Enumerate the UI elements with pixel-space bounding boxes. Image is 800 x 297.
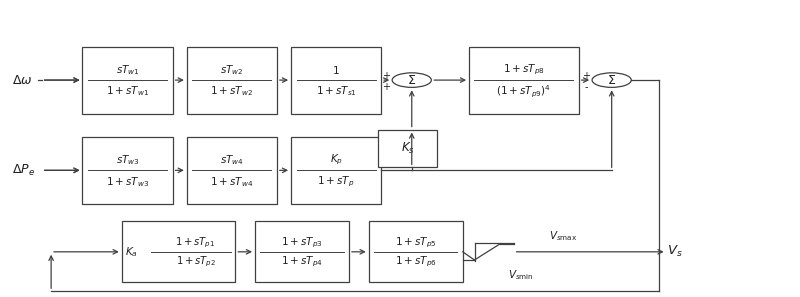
Bar xyxy=(469,47,578,113)
Text: +: + xyxy=(382,71,390,81)
Text: +: + xyxy=(382,82,390,92)
Text: $K_p$: $K_p$ xyxy=(330,153,342,168)
Text: $1+sT_{p8}$: $1+sT_{p8}$ xyxy=(503,63,545,77)
Text: $1+sT_{w2}$: $1+sT_{w2}$ xyxy=(210,85,254,98)
Bar xyxy=(82,47,173,113)
Bar xyxy=(186,137,277,204)
Bar xyxy=(122,221,235,282)
Bar xyxy=(255,221,349,282)
Text: $\Delta\omega$: $\Delta\omega$ xyxy=(12,74,32,87)
Text: $1+sT_{p1}$: $1+sT_{p1}$ xyxy=(175,236,216,250)
Text: $K_s$: $K_s$ xyxy=(401,141,414,156)
Text: $(1+sT_{p9})^4$: $(1+sT_{p9})^4$ xyxy=(496,83,551,99)
Text: $1+sT_p$: $1+sT_p$ xyxy=(318,175,354,189)
Text: $\Sigma$: $\Sigma$ xyxy=(607,74,616,87)
Text: $sT_{w3}$: $sT_{w3}$ xyxy=(116,153,139,167)
Text: $V_s$: $V_s$ xyxy=(666,244,682,258)
Bar xyxy=(291,47,381,113)
Bar xyxy=(378,129,437,168)
Bar xyxy=(291,137,381,204)
Text: $K_a$: $K_a$ xyxy=(126,245,138,259)
Text: $1+sT_{w4}$: $1+sT_{w4}$ xyxy=(210,175,254,189)
Text: $1+sT_{w1}$: $1+sT_{w1}$ xyxy=(106,85,149,98)
Bar xyxy=(369,221,462,282)
Text: $V_{s\rm min}$: $V_{s\rm min}$ xyxy=(508,268,534,282)
Text: $sT_{w1}$: $sT_{w1}$ xyxy=(116,63,139,77)
Text: $\Delta P_e$: $\Delta P_e$ xyxy=(12,163,35,178)
Text: $sT_{w2}$: $sT_{w2}$ xyxy=(220,63,243,77)
Text: $1$: $1$ xyxy=(332,64,340,76)
Text: $1+sT_{p6}$: $1+sT_{p6}$ xyxy=(394,255,437,269)
Text: $1+sT_{w3}$: $1+sT_{w3}$ xyxy=(106,175,149,189)
Text: $1+sT_{p2}$: $1+sT_{p2}$ xyxy=(175,255,216,269)
Text: $1+sT_{p5}$: $1+sT_{p5}$ xyxy=(395,236,437,250)
Text: +: + xyxy=(582,71,590,81)
Bar xyxy=(82,137,173,204)
Bar xyxy=(186,47,277,113)
Text: $1+sT_{p3}$: $1+sT_{p3}$ xyxy=(281,236,323,250)
Text: $1+sT_{s1}$: $1+sT_{s1}$ xyxy=(316,85,357,98)
Text: $sT_{w4}$: $sT_{w4}$ xyxy=(220,153,244,167)
Text: $\Sigma$: $\Sigma$ xyxy=(407,74,416,87)
Text: $1+sT_{p4}$: $1+sT_{p4}$ xyxy=(281,255,323,269)
Text: $V_{s\rm max}$: $V_{s\rm max}$ xyxy=(549,229,578,243)
Text: -: - xyxy=(585,82,588,92)
